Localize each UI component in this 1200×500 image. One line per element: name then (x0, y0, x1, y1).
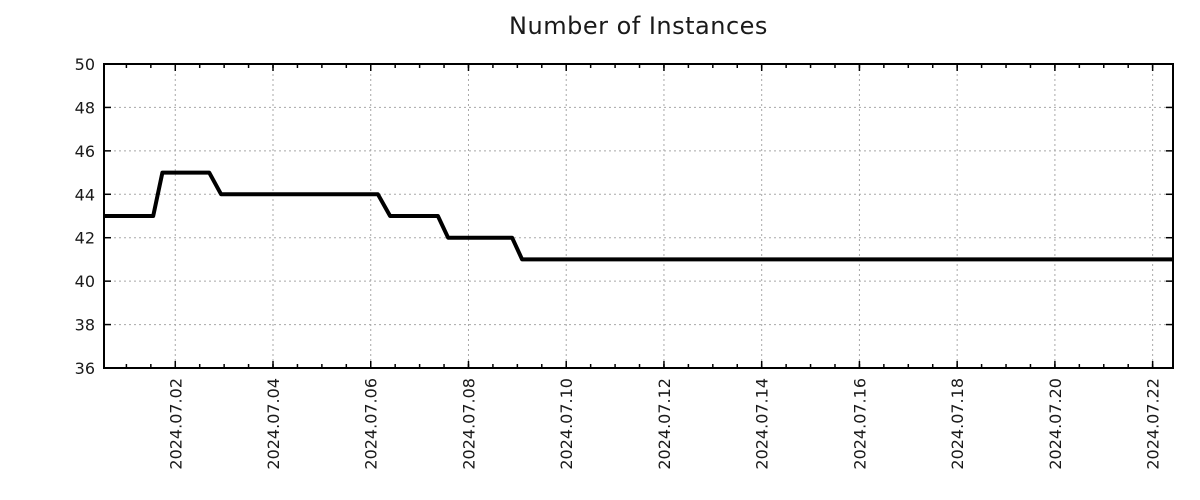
x-tick-label: 2024.07.08 (459, 378, 478, 470)
x-tick-label: 2024.07.10 (557, 378, 576, 470)
y-tick-label: 44 (75, 185, 95, 204)
y-tick-label: 46 (75, 142, 95, 161)
x-tick-label: 2024.07.22 (1144, 378, 1163, 470)
y-tick-label: 40 (75, 272, 95, 291)
y-tick-label: 50 (75, 55, 95, 74)
data-line-instances (104, 170, 1173, 262)
chart-title: Number of Instances (509, 12, 768, 40)
y-tick-label: 42 (75, 229, 95, 248)
x-tick-label: 2024.07.12 (655, 378, 674, 470)
x-tick-label: 2024.07.14 (753, 378, 772, 470)
y-tick-label: 48 (75, 98, 95, 117)
x-tick-label: 2024.07.06 (362, 378, 381, 470)
x-tick-label: 2024.07.16 (850, 378, 869, 470)
y-tick-label: 38 (75, 316, 95, 335)
x-tick-label: 2024.07.04 (264, 378, 283, 470)
x-tick-label: 2024.07.18 (948, 378, 967, 470)
plot-border (103, 63, 1174, 369)
y-tick-label: 36 (75, 359, 95, 378)
x-tick-label: 2024.07.02 (166, 378, 185, 470)
x-tick-label: 2024.07.20 (1046, 378, 1065, 470)
